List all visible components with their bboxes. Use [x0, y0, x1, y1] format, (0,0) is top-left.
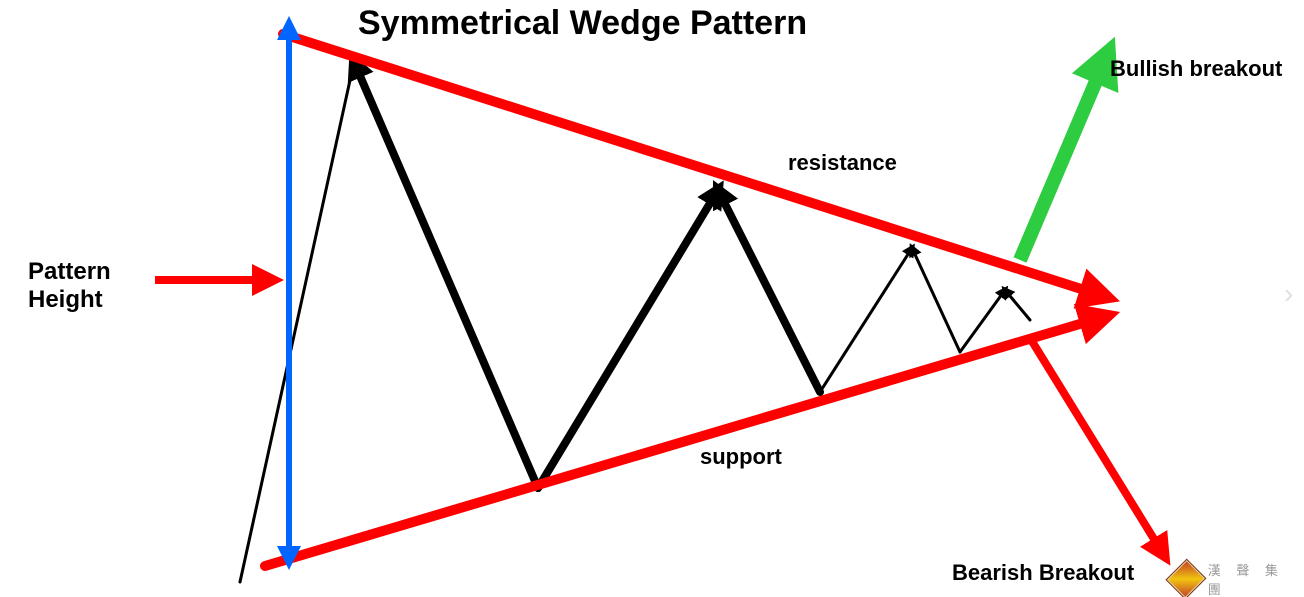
diagram-svg: [0, 0, 1304, 597]
zigzag-segment: [718, 190, 820, 392]
diagram-title: Symmetrical Wedge Pattern: [358, 4, 807, 43]
resistance-label: resistance: [788, 150, 897, 175]
price-zigzag: [240, 62, 1030, 582]
zigzag-segment: [240, 62, 354, 582]
zigzag-segment: [820, 248, 912, 392]
resistance-line: [283, 34, 1100, 295]
bullish-breakout-arrow: [1020, 60, 1105, 260]
bearish-breakout-arrow: [1030, 338, 1162, 552]
watermark-text: 漢 聲 集 團: [1208, 560, 1304, 597]
support-line: [265, 318, 1100, 566]
diagram-stage: Symmetrical Wedge Pattern Pattern Height…: [0, 0, 1304, 597]
bearish-breakout-label: Bearish Breakout: [952, 560, 1134, 585]
pattern-height-label: Pattern Height: [28, 258, 111, 313]
zigzag-segment: [912, 248, 960, 352]
next-chevron-icon[interactable]: ›: [1284, 278, 1293, 310]
zigzag-segment: [354, 62, 538, 488]
watermark: 漢 聲 集 團: [1172, 560, 1304, 597]
watermark-logo-icon: [1165, 559, 1206, 597]
zigzag-segment: [1005, 290, 1030, 320]
support-label: support: [700, 444, 782, 469]
zigzag-segment: [960, 290, 1005, 352]
bullish-breakout-label: Bullish breakout: [1110, 56, 1282, 81]
